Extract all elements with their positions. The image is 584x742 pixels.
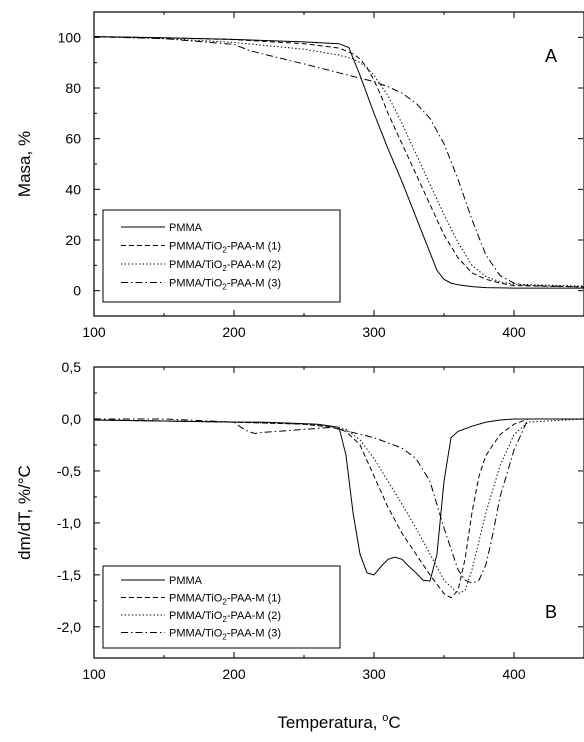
- y-tick-label: -1,0: [57, 515, 81, 531]
- y-tick-label: -2,0: [57, 619, 81, 635]
- y-tick-label: -1,5: [57, 567, 81, 583]
- legend-entry: PMMA/TiO2-PAA-M (3): [169, 628, 281, 642]
- legend-entry: PMMA/TiO2-PAA-M (3): [169, 278, 281, 292]
- y-tick-label: -0,5: [57, 463, 81, 479]
- legend-entry: PMMA/TiO2-PAA-M (1): [169, 241, 281, 255]
- plot-frame: [93, 366, 584, 659]
- x-tick-label: 300: [362, 324, 386, 340]
- x-tick-label: 200: [222, 666, 246, 682]
- legend-box: [102, 209, 341, 303]
- legend-entry: PMMA: [169, 575, 203, 587]
- series-line-1: [94, 418, 584, 582]
- legend-entry: PMMA/TiO2-PAA-M (1): [169, 593, 281, 607]
- y-tick-label: 20: [65, 232, 81, 248]
- x-tick-label: 100: [82, 666, 106, 682]
- y-tick-label: 0: [73, 283, 81, 299]
- x-tick-label: 100: [82, 324, 106, 340]
- panel-label: B: [545, 602, 557, 622]
- series-line-3: [94, 418, 584, 595]
- y-axis-title: dm/dT, %/°C: [15, 465, 34, 560]
- x-tick-label: 200: [222, 324, 246, 340]
- series-line-3: [94, 36, 584, 287]
- series-line-2: [94, 36, 584, 288]
- series-line-2: [94, 418, 584, 599]
- x-axis-title: Temperatura, oC: [277, 712, 400, 732]
- y-axis-title: Masa, %: [15, 131, 34, 197]
- x-tick-label: 400: [502, 666, 526, 682]
- x-tick-label: 300: [362, 666, 386, 682]
- y-tick-label: 80: [65, 80, 81, 96]
- panel-label: A: [545, 46, 557, 66]
- y-tick-label: 60: [65, 131, 81, 147]
- y-tick-label: 100: [58, 29, 82, 45]
- series-line-4: [94, 418, 584, 584]
- panel-B: 100 200 300 400 0,5 0,0 -0,5 -1,0 -1,5 -2,0 dm/dT,…: [15, 359, 584, 682]
- series-line-1: [94, 36, 584, 289]
- legend: PMMA PMMA/TiO2-PAA-M (1) PMMA/TiO2-PAA-M (…: [102, 565, 341, 649]
- legend-entry: PMMA/TiO2-PAA-M (2): [169, 259, 281, 273]
- series-line-4: [94, 36, 584, 288]
- legend: PMMA PMMA/TiO2-PAA-M (1) PMMA/TiO2-PAA-M (…: [102, 209, 341, 303]
- legend-entry: PMMA/TiO2-PAA-M (2): [169, 610, 281, 624]
- y-tick-label: 0,0: [62, 411, 82, 427]
- legend-entry: PMMA: [169, 222, 203, 234]
- y-tick-label: 0,5: [62, 359, 82, 375]
- y-tick-label: 40: [65, 181, 81, 197]
- x-tick-label: 400: [502, 324, 526, 340]
